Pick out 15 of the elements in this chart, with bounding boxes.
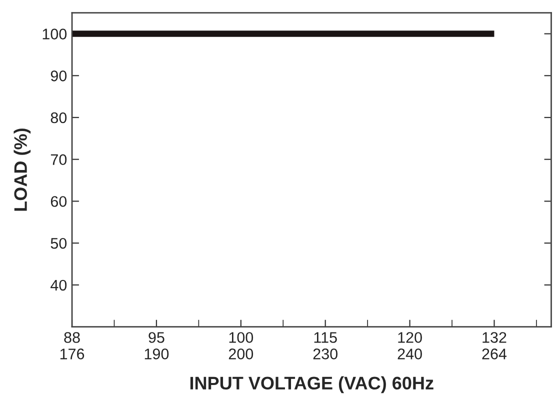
x-tick-label: 120 240 — [398, 332, 422, 360]
x-tick-label: 100 200 — [228, 332, 254, 360]
x-tick-label: 115 230 — [313, 332, 338, 360]
x-tick-label: 88 176 — [60, 332, 84, 360]
y-tick-label: 50 — [50, 238, 67, 249]
x-tick-label: 132 264 — [482, 332, 507, 360]
y-tick-label: 60 — [50, 196, 67, 207]
y-axis-title: LOAD (%) — [14, 128, 31, 211]
y-tick-label: 80 — [50, 112, 67, 124]
x-axis-title: INPUT VOLTAGE (VAC) 60Hz — [190, 376, 434, 394]
y-tick-label: 100 — [42, 28, 67, 40]
x-tick-label: 95 190 — [144, 332, 169, 360]
y-tick-label: 40 — [50, 280, 67, 291]
y-tick-label: 90 — [50, 70, 67, 82]
y-tick-label: 70 — [50, 154, 67, 166]
